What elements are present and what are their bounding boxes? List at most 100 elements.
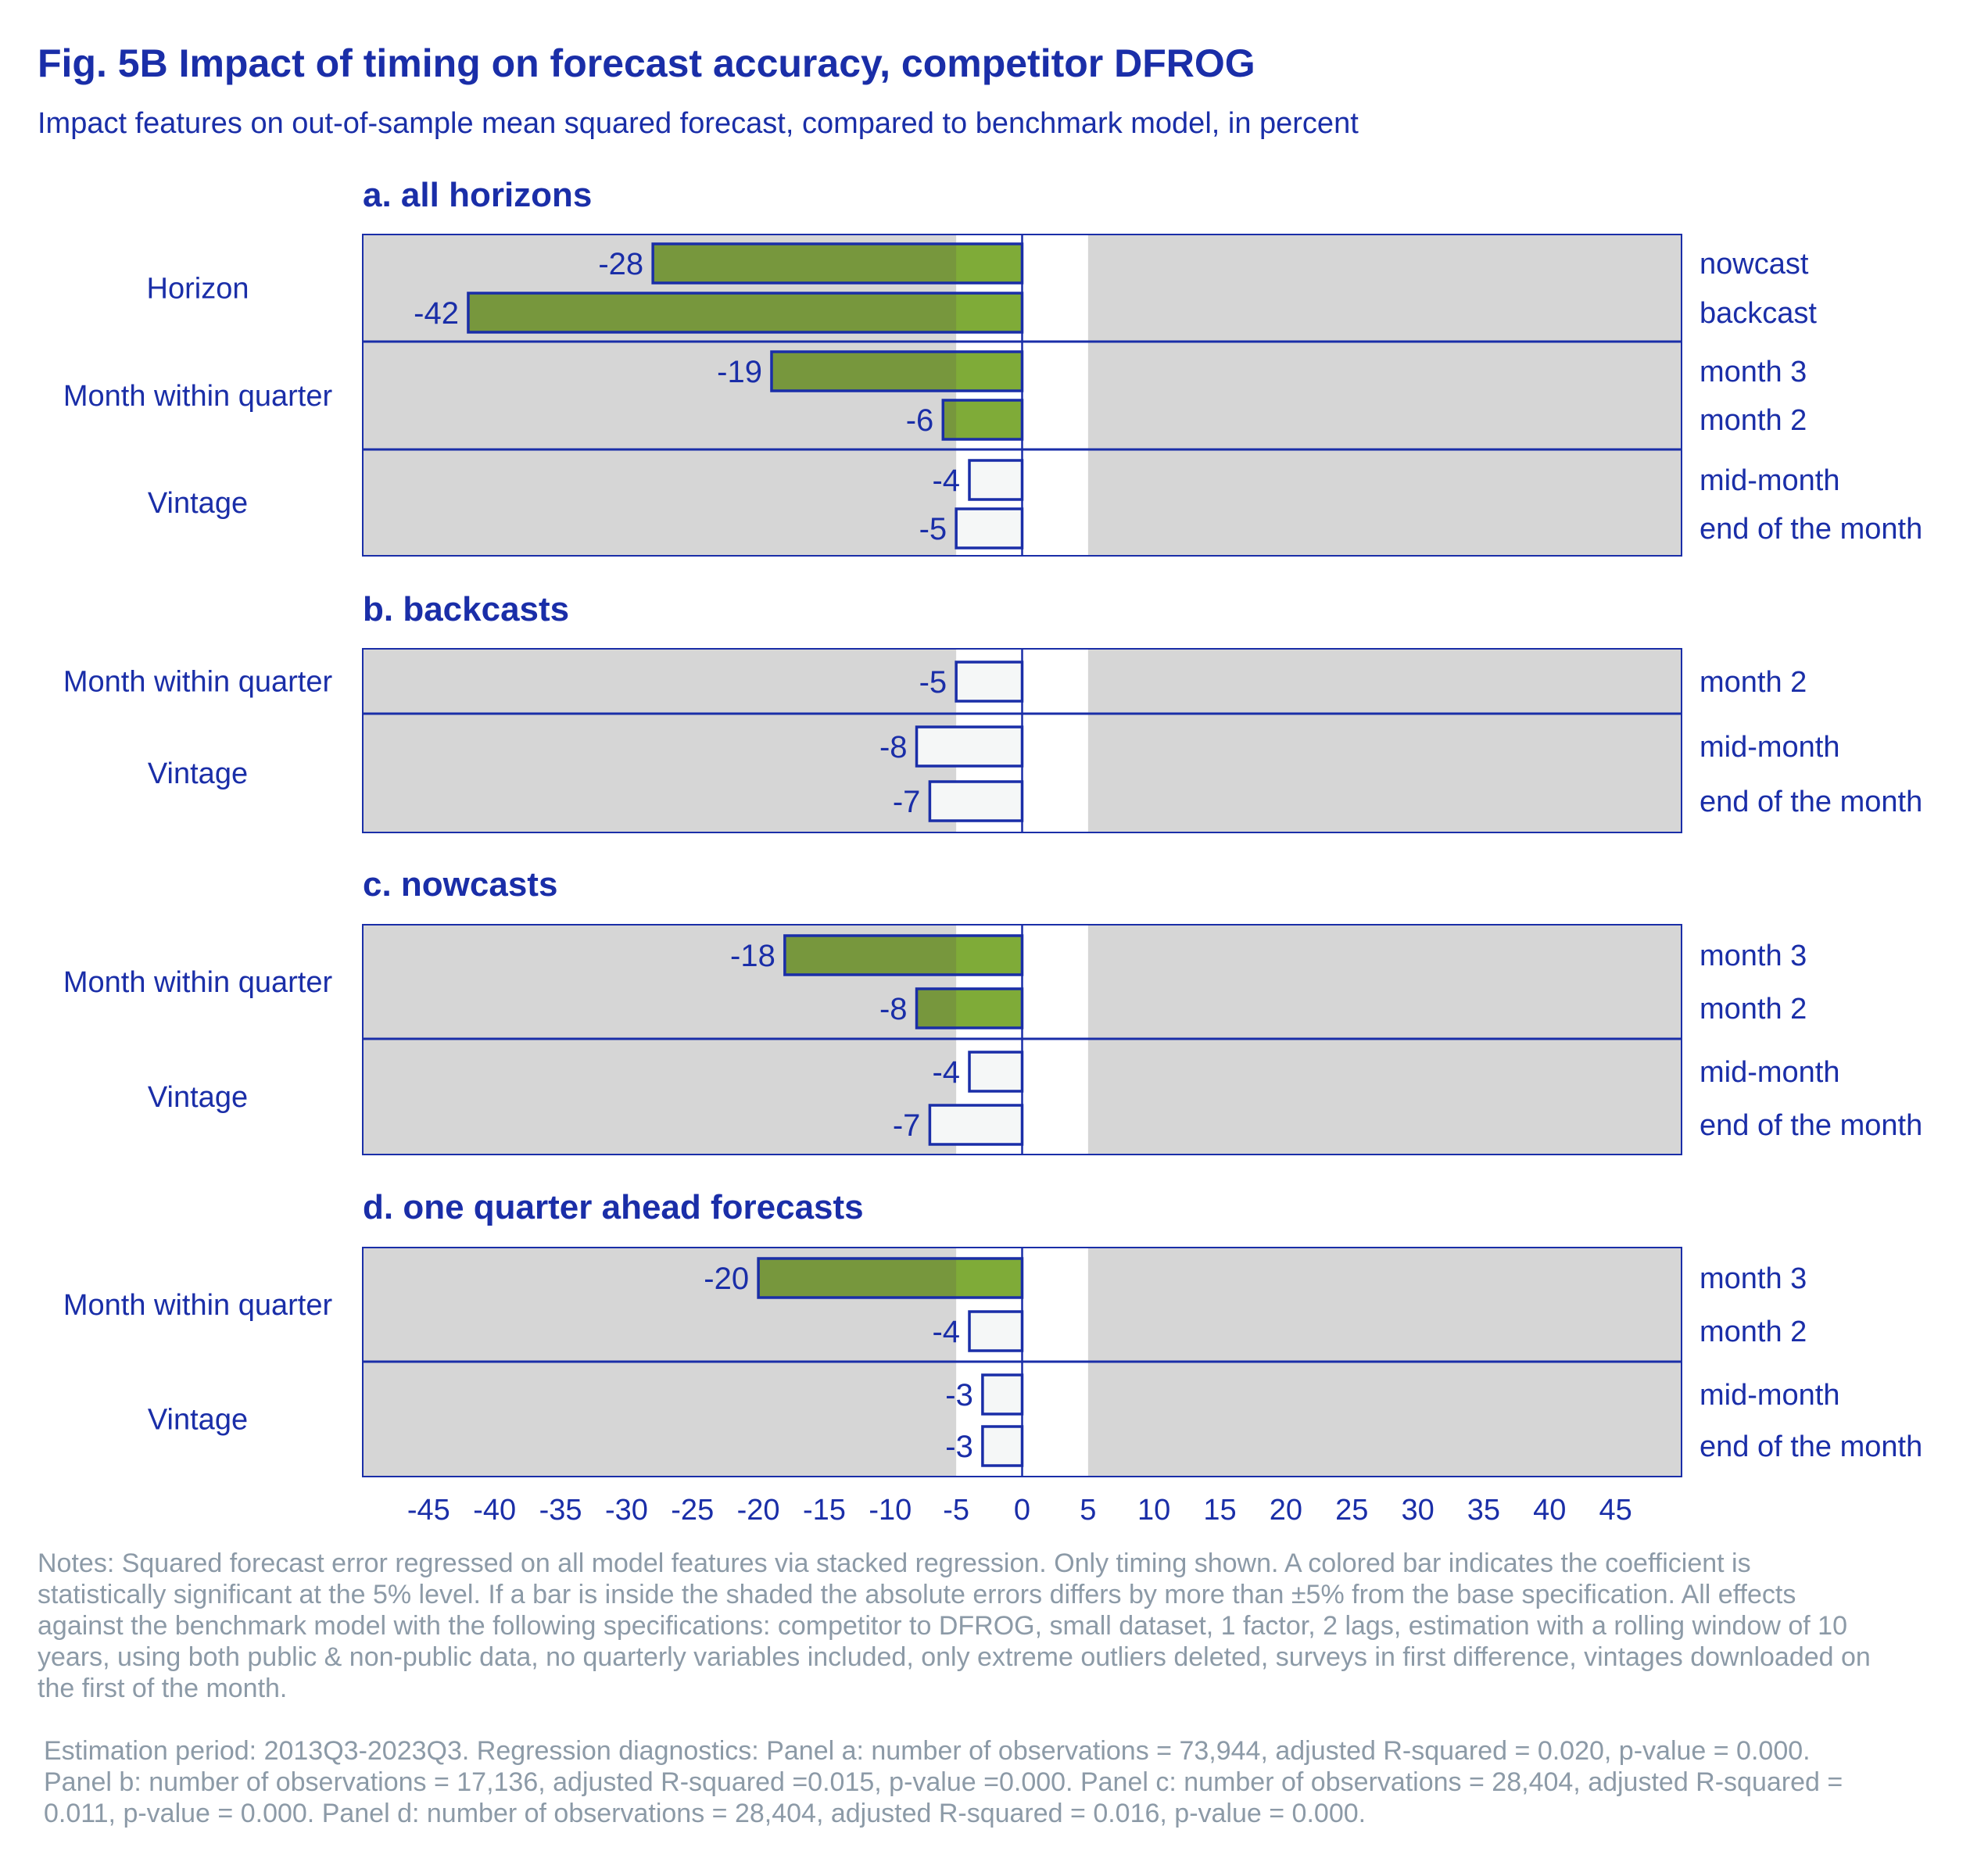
x-tick-label: 10 [1137,1494,1170,1527]
category-label: end of the month [1700,513,1922,546]
category-label: month 2 [1700,666,1807,699]
bar [982,1427,1023,1466]
panel: b. backcasts Month within quarter -5 month … [63,590,1922,833]
panel-title: a. all horizons [363,176,592,214]
x-tick-label: -15 [803,1494,846,1527]
bar [956,509,1023,548]
bar [916,727,1023,766]
bar [982,1375,1023,1414]
x-tick-label: 20 [1270,1494,1302,1527]
bar [969,1312,1023,1351]
data-label: -4 [932,1315,960,1349]
notes-paragraph-1: Notes: Squared forecast error regressed … [38,1548,1871,1703]
category-label: end of the month [1700,1109,1922,1142]
data-label: -8 [879,992,908,1026]
panel: c. nowcasts Month within quarter -18 month … [63,865,1922,1155]
x-tick-label: 40 [1533,1494,1566,1527]
category-label: month 2 [1700,1316,1807,1348]
category-label: month 2 [1700,993,1807,1026]
category-label: month 3 [1700,356,1807,388]
group-label: Month within quarter [63,380,333,413]
x-tick-label: -30 [605,1494,648,1527]
bar-band-part [956,352,1023,391]
panel-frame [362,648,1682,833]
x-tick-label: 15 [1203,1494,1236,1527]
data-label: -28 [598,247,643,281]
figure-title: Fig. 5B Impact of timing on forecast acc… [38,41,1255,85]
x-tick-label: 25 [1335,1494,1368,1527]
category-label: end of the month [1700,786,1922,818]
group-label: Vintage [148,1404,248,1437]
category-label: backcast [1700,297,1817,330]
data-label: -4 [932,464,960,498]
data-label: -4 [932,1055,960,1090]
category-label: month 2 [1700,404,1807,437]
panel: d. one quarter ahead forecasts Month with… [63,1188,1922,1477]
x-tick-label: -25 [671,1494,714,1527]
group-label: Vintage [148,1081,248,1114]
panel: a. all horizons Horizon -28 nowcast -42 backc… [63,176,1922,557]
group-label: Month within quarter [63,666,333,699]
category-label: month 3 [1700,940,1807,972]
x-tick-label: 35 [1467,1494,1500,1527]
category-label: month 3 [1700,1262,1807,1295]
group-label: Vintage [148,487,248,520]
x-tick-label: -40 [473,1494,516,1527]
group-label: Month within quarter [63,1289,333,1322]
bar-band-part [956,1258,1023,1298]
bar [929,782,1023,821]
x-tick-label: 0 [1014,1494,1030,1527]
bar-band-part [956,936,1023,975]
x-tick-label: -45 [407,1494,450,1527]
category-label: mid-month [1700,731,1840,764]
category-label: end of the month [1700,1430,1922,1463]
data-label: -42 [414,296,459,331]
data-label: -5 [919,512,947,546]
group-label: Month within quarter [63,966,333,999]
category-label: mid-month [1700,1056,1840,1089]
panel-frame [362,234,1682,557]
bar [956,662,1023,701]
data-label: -3 [945,1378,973,1412]
panel-title: d. one quarter ahead forecasts [363,1188,864,1226]
category-label: nowcast [1700,248,1809,281]
panels: a. all horizons Horizon -28 nowcast -42 backc… [63,176,1922,1477]
data-label: -5 [919,665,947,700]
data-label: -8 [879,730,908,764]
data-label: -18 [730,939,775,973]
x-tick-label: 45 [1599,1494,1632,1527]
bar [969,1052,1023,1091]
bar-band-part [956,989,1023,1028]
bar-band-part [956,400,1023,439]
data-label: -3 [945,1430,973,1464]
bar [467,293,1023,332]
x-tick-label: 5 [1080,1494,1096,1527]
bar-band-part [956,293,1023,332]
bar-band-part [956,244,1023,283]
x-tick-label: -35 [539,1494,582,1527]
group-label: Horizon [147,273,249,306]
x-tick-label: -20 [737,1494,780,1527]
panel-frame [362,924,1682,1155]
notes-paragraph-2: Estimation period: 2013Q3-2023Q3. Regres… [44,1736,1843,1828]
data-label: -7 [893,785,921,819]
notes: Notes: Squared forecast error regressed … [38,1548,1875,1829]
x-tick-label: -5 [943,1494,969,1527]
x-tick-label: 30 [1401,1494,1434,1527]
panel-frame [362,1247,1682,1477]
category-label: mid-month [1700,464,1840,497]
x-tick-label: -10 [869,1494,912,1527]
data-label: -7 [893,1108,921,1143]
data-label: -6 [906,403,934,438]
category-label: mid-month [1700,1379,1840,1412]
bar [969,460,1023,499]
group-label: Vintage [148,757,248,790]
panel-title: c. nowcasts [363,865,557,904]
data-label: -19 [717,355,762,389]
x-axis: -45 -40 -35 -30 -25 -20 -15 -10 -5 0 5 10 15 20 25 30 35… [407,1494,1632,1527]
figure-subtitle: Impact features on out-of-sample mean sq… [38,107,1359,140]
data-label: -20 [704,1262,749,1296]
panel-title: b. backcasts [363,590,569,628]
bar [929,1105,1023,1144]
